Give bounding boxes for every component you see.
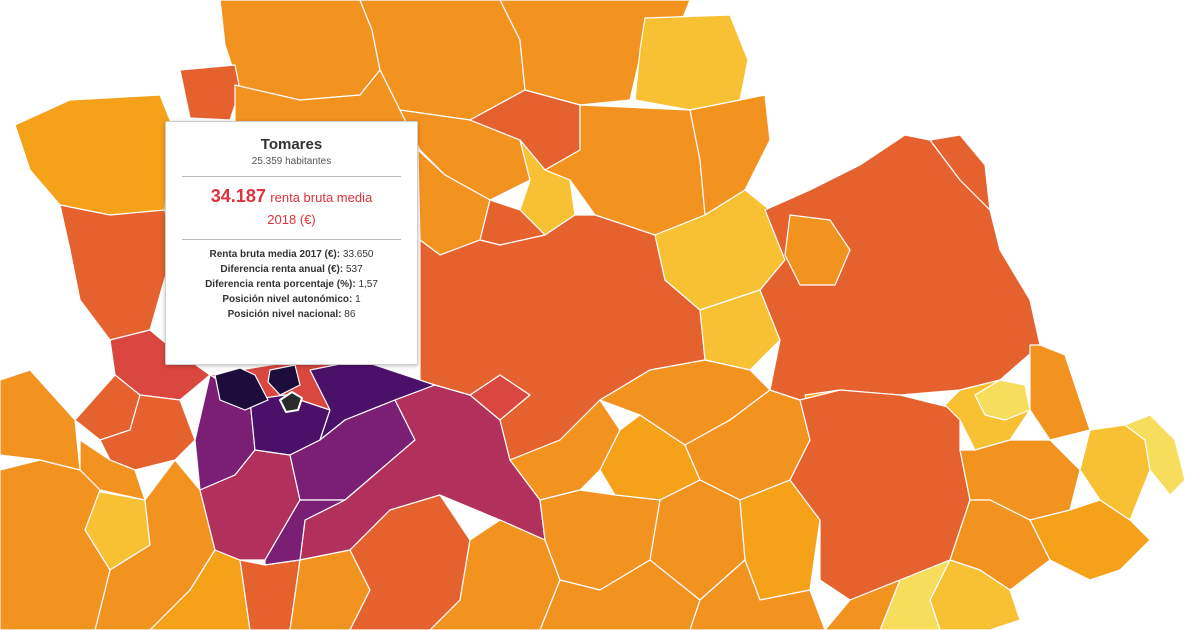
municipality[interactable] bbox=[1124, 414, 1186, 496]
tooltip-row: Diferencia renta anual (€): 537 bbox=[176, 262, 407, 277]
municipality[interactable] bbox=[1029, 499, 1151, 581]
municipality[interactable] bbox=[499, 0, 691, 106]
tooltip-row-label: Posición nivel nacional: bbox=[227, 309, 342, 320]
tooltip-row-label: Posición nivel autonómico: bbox=[222, 294, 353, 305]
tooltip-row: Posición nivel autonómico: 1 bbox=[176, 292, 407, 307]
tooltip-income-label: renta bruta media bbox=[270, 190, 373, 205]
tooltip-row: Diferencia renta porcentaje (%): 1,57 bbox=[176, 277, 407, 292]
tooltip-row-value: 86 bbox=[344, 309, 356, 320]
tooltip-row: Renta bruta media 2017 (€): 33.650 bbox=[176, 247, 407, 262]
municipality[interactable] bbox=[219, 0, 381, 101]
tooltip-details: Renta bruta media 2017 (€): 33.650 Difer… bbox=[176, 247, 407, 322]
municipality[interactable] bbox=[239, 559, 301, 630]
municipality[interactable] bbox=[784, 214, 851, 286]
tooltip-row-label: Diferencia renta anual (€): bbox=[220, 264, 344, 275]
tooltip-row-label: Diferencia renta porcentaje (%): bbox=[205, 279, 356, 290]
municipality[interactable] bbox=[689, 559, 826, 630]
tooltip-municipality-name: Tomares bbox=[260, 136, 323, 153]
tooltip-income-main: 34.187 renta bruta media 2018 (€) bbox=[176, 185, 407, 231]
municipality[interactable] bbox=[689, 94, 771, 216]
divider bbox=[182, 176, 401, 177]
municipality[interactable] bbox=[929, 134, 991, 211]
tooltip-row-value: 33.650 bbox=[342, 249, 374, 260]
tooltip-row-label: Renta bruta media 2017 (€): bbox=[209, 249, 341, 260]
tooltip-row-value: 1 bbox=[355, 294, 361, 305]
municipality[interactable] bbox=[824, 579, 901, 630]
tooltip-row-value: 537 bbox=[345, 264, 363, 275]
tooltip-row: Posición nivel nacional: 86 bbox=[176, 307, 407, 322]
municipality[interactable] bbox=[509, 399, 621, 501]
municipality[interactable] bbox=[0, 369, 81, 471]
municipality[interactable] bbox=[267, 364, 301, 396]
tooltip-income-year: 2018 (€) bbox=[267, 212, 316, 227]
municipality-highlighted[interactable] bbox=[279, 391, 303, 413]
municipality[interactable] bbox=[759, 134, 1041, 401]
municipality-tooltip: Tomares 25.359 habitantes 34.187 renta b… bbox=[165, 121, 418, 365]
tooltip-population: 25.359 habitantes bbox=[251, 156, 332, 167]
tooltip-income-value: 34.187 bbox=[210, 186, 266, 206]
municipality[interactable] bbox=[0, 459, 111, 630]
municipality[interactable] bbox=[1029, 344, 1091, 441]
municipality[interactable] bbox=[214, 367, 269, 411]
municipality[interactable] bbox=[634, 14, 749, 111]
divider bbox=[182, 239, 401, 240]
tooltip-row-value: 1,57 bbox=[358, 279, 378, 290]
municipality[interactable] bbox=[179, 64, 241, 121]
